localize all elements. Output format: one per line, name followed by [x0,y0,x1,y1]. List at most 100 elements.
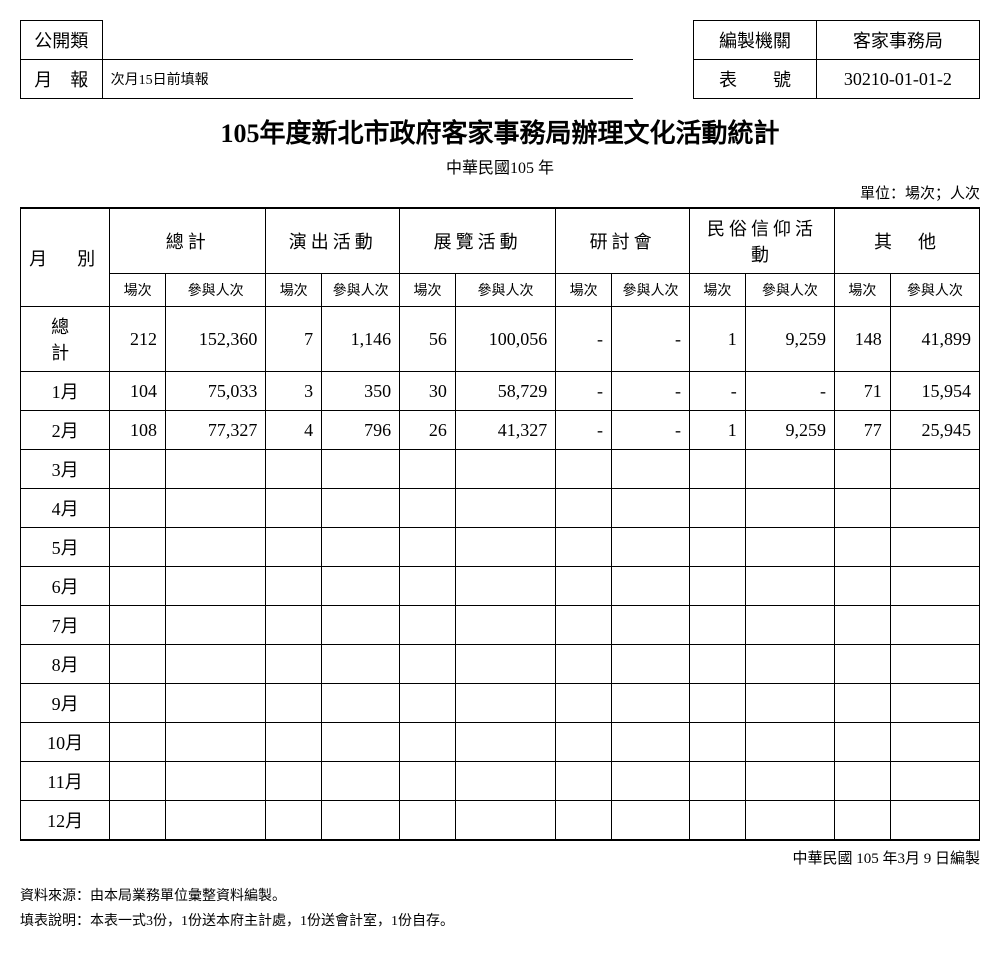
col-group: 其 他 [834,208,979,274]
cell-value [266,723,322,762]
agency-value: 客家事務局 [816,21,979,60]
table-row: 9月 [21,684,980,723]
cell-value [690,684,746,723]
cell-value: - [611,307,689,372]
cell-value [611,450,689,489]
cell-value [834,762,890,801]
row-label: 7月 [21,606,110,645]
cell-value [322,606,400,645]
cell-value: - [745,372,834,411]
cell-value: 15,954 [890,372,979,411]
cell-value: 9,259 [745,411,834,450]
cell-value: 30 [400,372,456,411]
row-label: 8月 [21,645,110,684]
cell-value [110,489,166,528]
cell-value: 104 [110,372,166,411]
cell-value [455,489,555,528]
cell-value: 41,899 [890,307,979,372]
cell-value [455,645,555,684]
col-sub-people: 參與人次 [455,274,555,307]
cell-value [611,684,689,723]
cell-value [400,606,456,645]
col-sub-people: 參與人次 [322,274,400,307]
page-subtitle: 中華民國105 年 [20,154,980,178]
col-sub-people: 參與人次 [745,274,834,307]
cell-value [690,528,746,567]
cell-value: 41,327 [455,411,555,450]
cell-value [834,801,890,841]
cell-value: 1,146 [322,307,400,372]
cell-value [834,528,890,567]
row-label: 總 計 [21,307,110,372]
col-group: 演出活動 [266,208,400,274]
cell-value [165,606,265,645]
row-label: 3月 [21,450,110,489]
cell-value [455,450,555,489]
cell-value [834,567,890,606]
cell-value [266,801,322,841]
cell-value [611,762,689,801]
cell-value: - [556,411,612,450]
cell-value [556,606,612,645]
cell-value [110,762,166,801]
cell-value [745,606,834,645]
table-row: 7月 [21,606,980,645]
cell-value [400,801,456,841]
cell-value [266,684,322,723]
cell-value [890,684,979,723]
cell-value: 58,729 [455,372,555,411]
cell-value [400,528,456,567]
table-row: 2月10877,32747962641,327--19,2597725,945 [21,411,980,450]
cell-value [834,645,890,684]
cell-value [890,801,979,841]
cell-value [165,723,265,762]
cell-value [690,801,746,841]
cell-value: 796 [322,411,400,450]
row-label: 12月 [21,801,110,841]
col-sub-count: 場次 [556,274,612,307]
table-row: 總 計212152,36071,14656100,056--19,2591484… [21,307,980,372]
cell-value: - [611,372,689,411]
cell-value: 77,327 [165,411,265,450]
cell-value [266,567,322,606]
cell-value: 77 [834,411,890,450]
cell-value [890,606,979,645]
cell-value [745,723,834,762]
cell-value [890,528,979,567]
cell-value [165,450,265,489]
cell-value [322,645,400,684]
cell-value [611,723,689,762]
cell-value: 152,360 [165,307,265,372]
cell-value [745,450,834,489]
cell-value [455,684,555,723]
cell-value [165,762,265,801]
col-sub-count: 場次 [834,274,890,307]
cell-value [165,684,265,723]
cell-value: 108 [110,411,166,450]
cell-value: 71 [834,372,890,411]
cell-value [890,645,979,684]
cell-value [611,528,689,567]
cell-value [322,762,400,801]
cell-value [690,645,746,684]
cell-value [455,528,555,567]
cell-value [165,489,265,528]
cell-value [556,801,612,841]
cell-value [611,606,689,645]
col-group: 研討會 [556,208,690,274]
row-label: 9月 [21,684,110,723]
col-sub-people: 參與人次 [165,274,265,307]
cell-value [266,528,322,567]
cell-value [690,567,746,606]
report-note: 次月15日前填報 [102,60,633,99]
cell-value [690,606,746,645]
cell-value: 56 [400,307,456,372]
cell-value [110,528,166,567]
cell-value [890,450,979,489]
cell-value [165,801,265,841]
cell-value: 9,259 [745,307,834,372]
cell-value [745,684,834,723]
cell-value: - [690,372,746,411]
cell-value [690,450,746,489]
col-sub-count: 場次 [266,274,322,307]
